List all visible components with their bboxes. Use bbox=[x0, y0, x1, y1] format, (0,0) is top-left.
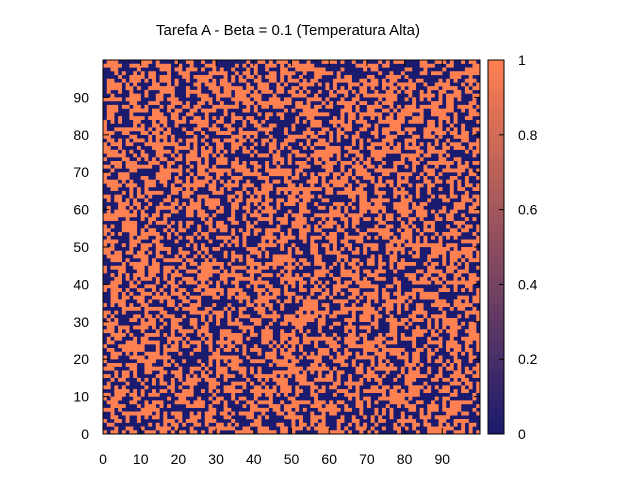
heatmap-cells bbox=[103, 60, 481, 435]
colorbar-tick-label: 0 bbox=[518, 426, 526, 442]
y-tick-label: 90 bbox=[73, 89, 89, 105]
chart-title: Tarefa A - Beta = 0.1 (Temperatura Alta) bbox=[156, 22, 420, 39]
colorbar-tick-label: 0.8 bbox=[518, 127, 538, 143]
colorbar-tick-label: 1 bbox=[518, 52, 526, 68]
colorbar-tick-label: 0.6 bbox=[518, 202, 538, 218]
x-tick-label: 20 bbox=[171, 451, 187, 467]
x-tick-label: 10 bbox=[133, 451, 149, 467]
colorbar-axis: 0 0.2 0.4 0.6 0.8 1 bbox=[499, 52, 538, 442]
colorbar-tick-label: 0.2 bbox=[518, 351, 538, 367]
y-tick-label: 40 bbox=[73, 276, 89, 292]
x-tick-label: 30 bbox=[208, 451, 224, 467]
y-tick-label: 60 bbox=[73, 202, 89, 218]
heatmap-high-cells bbox=[103, 60, 481, 435]
y-tick-label: 70 bbox=[73, 164, 89, 180]
x-tick-label: 50 bbox=[284, 451, 300, 467]
x-tick-label: 80 bbox=[397, 451, 413, 467]
x-tick-label: 90 bbox=[435, 451, 451, 467]
colorbar-tick-label: 0.4 bbox=[518, 276, 538, 292]
y-tick-label: 0 bbox=[81, 426, 89, 442]
x-axis: 0 10 20 30 40 50 60 70 80 90 bbox=[99, 60, 450, 467]
y-axis: 0 10 20 30 40 50 60 70 80 90 bbox=[73, 89, 480, 442]
y-tick-label: 80 bbox=[73, 127, 89, 143]
y-tick-label: 10 bbox=[73, 389, 89, 405]
x-tick-label: 60 bbox=[321, 451, 337, 467]
y-tick-label: 30 bbox=[73, 314, 89, 330]
y-tick-label: 50 bbox=[73, 239, 89, 255]
y-tick-label: 20 bbox=[73, 351, 89, 367]
colorbar bbox=[487, 59, 505, 435]
x-tick-label: 0 bbox=[99, 451, 107, 467]
x-tick-label: 70 bbox=[359, 451, 375, 467]
x-tick-label: 40 bbox=[246, 451, 262, 467]
